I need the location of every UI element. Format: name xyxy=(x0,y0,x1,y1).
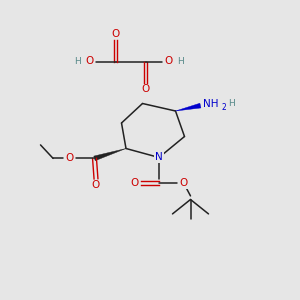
Polygon shape xyxy=(176,103,201,111)
Text: NH: NH xyxy=(203,99,219,109)
Text: O: O xyxy=(164,56,173,67)
Text: H: H xyxy=(178,57,184,66)
Text: O: O xyxy=(141,84,150,94)
Text: 2: 2 xyxy=(221,103,226,112)
Text: O: O xyxy=(65,153,74,164)
Text: O: O xyxy=(85,56,94,67)
Text: H: H xyxy=(74,57,80,66)
Text: O: O xyxy=(111,28,120,39)
Text: O: O xyxy=(179,178,188,188)
Text: O: O xyxy=(92,180,100,190)
Polygon shape xyxy=(94,148,126,161)
Text: N: N xyxy=(155,152,163,163)
Text: H: H xyxy=(229,99,235,108)
Text: O: O xyxy=(130,178,138,188)
